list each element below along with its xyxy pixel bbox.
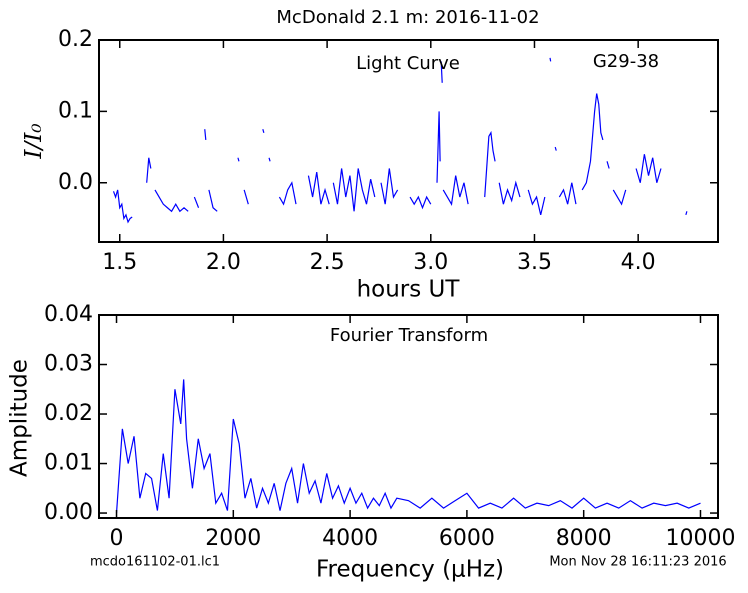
x-tick-label: 4.0	[621, 250, 656, 275]
y-tick-label: 0.04	[44, 302, 93, 327]
x-tick-label: 4000	[322, 526, 378, 551]
data-line	[112, 57, 688, 224]
annotation: G29-38	[593, 51, 659, 72]
y-tick-label: 0.0	[58, 170, 93, 195]
axes-frame	[98, 39, 719, 243]
y-tick-label: 0.00	[44, 500, 93, 525]
chart-title: McDonald 2.1 m: 2016-11-02	[276, 7, 539, 28]
x-tick-label: 2000	[205, 526, 261, 551]
annotation: Fourier Transform	[330, 325, 488, 346]
annotation: Light Curve	[356, 53, 460, 74]
x-tick-label: 2.5	[310, 250, 345, 275]
y-axis-label: I/I₀	[21, 123, 47, 159]
x-tick-label: 3.0	[413, 250, 448, 275]
x-axis-label: Frequency (μHz)	[316, 557, 504, 583]
y-tick-label: 0.1	[58, 98, 93, 123]
x-tick-label: 0	[110, 526, 124, 551]
y-axis-label: Amplitude	[7, 359, 33, 477]
x-tick-label: 2.0	[206, 250, 241, 275]
x-tick-label: 1.5	[102, 250, 137, 275]
footer-right: Mon Nov 28 16:11:23 2016	[549, 555, 726, 570]
y-tick-label: 0.2	[58, 27, 93, 52]
x-tick-label: 10000	[665, 526, 735, 551]
x-tick-label: 3.5	[517, 250, 552, 275]
footer-left: mcdo161102-01.lc1	[90, 555, 220, 570]
x-axis-label: hours UT	[357, 277, 461, 303]
x-tick-label: 8000	[556, 526, 612, 551]
y-tick-label: 0.01	[44, 451, 93, 476]
data-line	[115, 379, 701, 514]
x-tick-label: 6000	[439, 526, 495, 551]
y-tick-label: 0.02	[44, 401, 93, 426]
axes-frame	[98, 314, 719, 519]
y-tick-label: 0.03	[44, 352, 93, 377]
